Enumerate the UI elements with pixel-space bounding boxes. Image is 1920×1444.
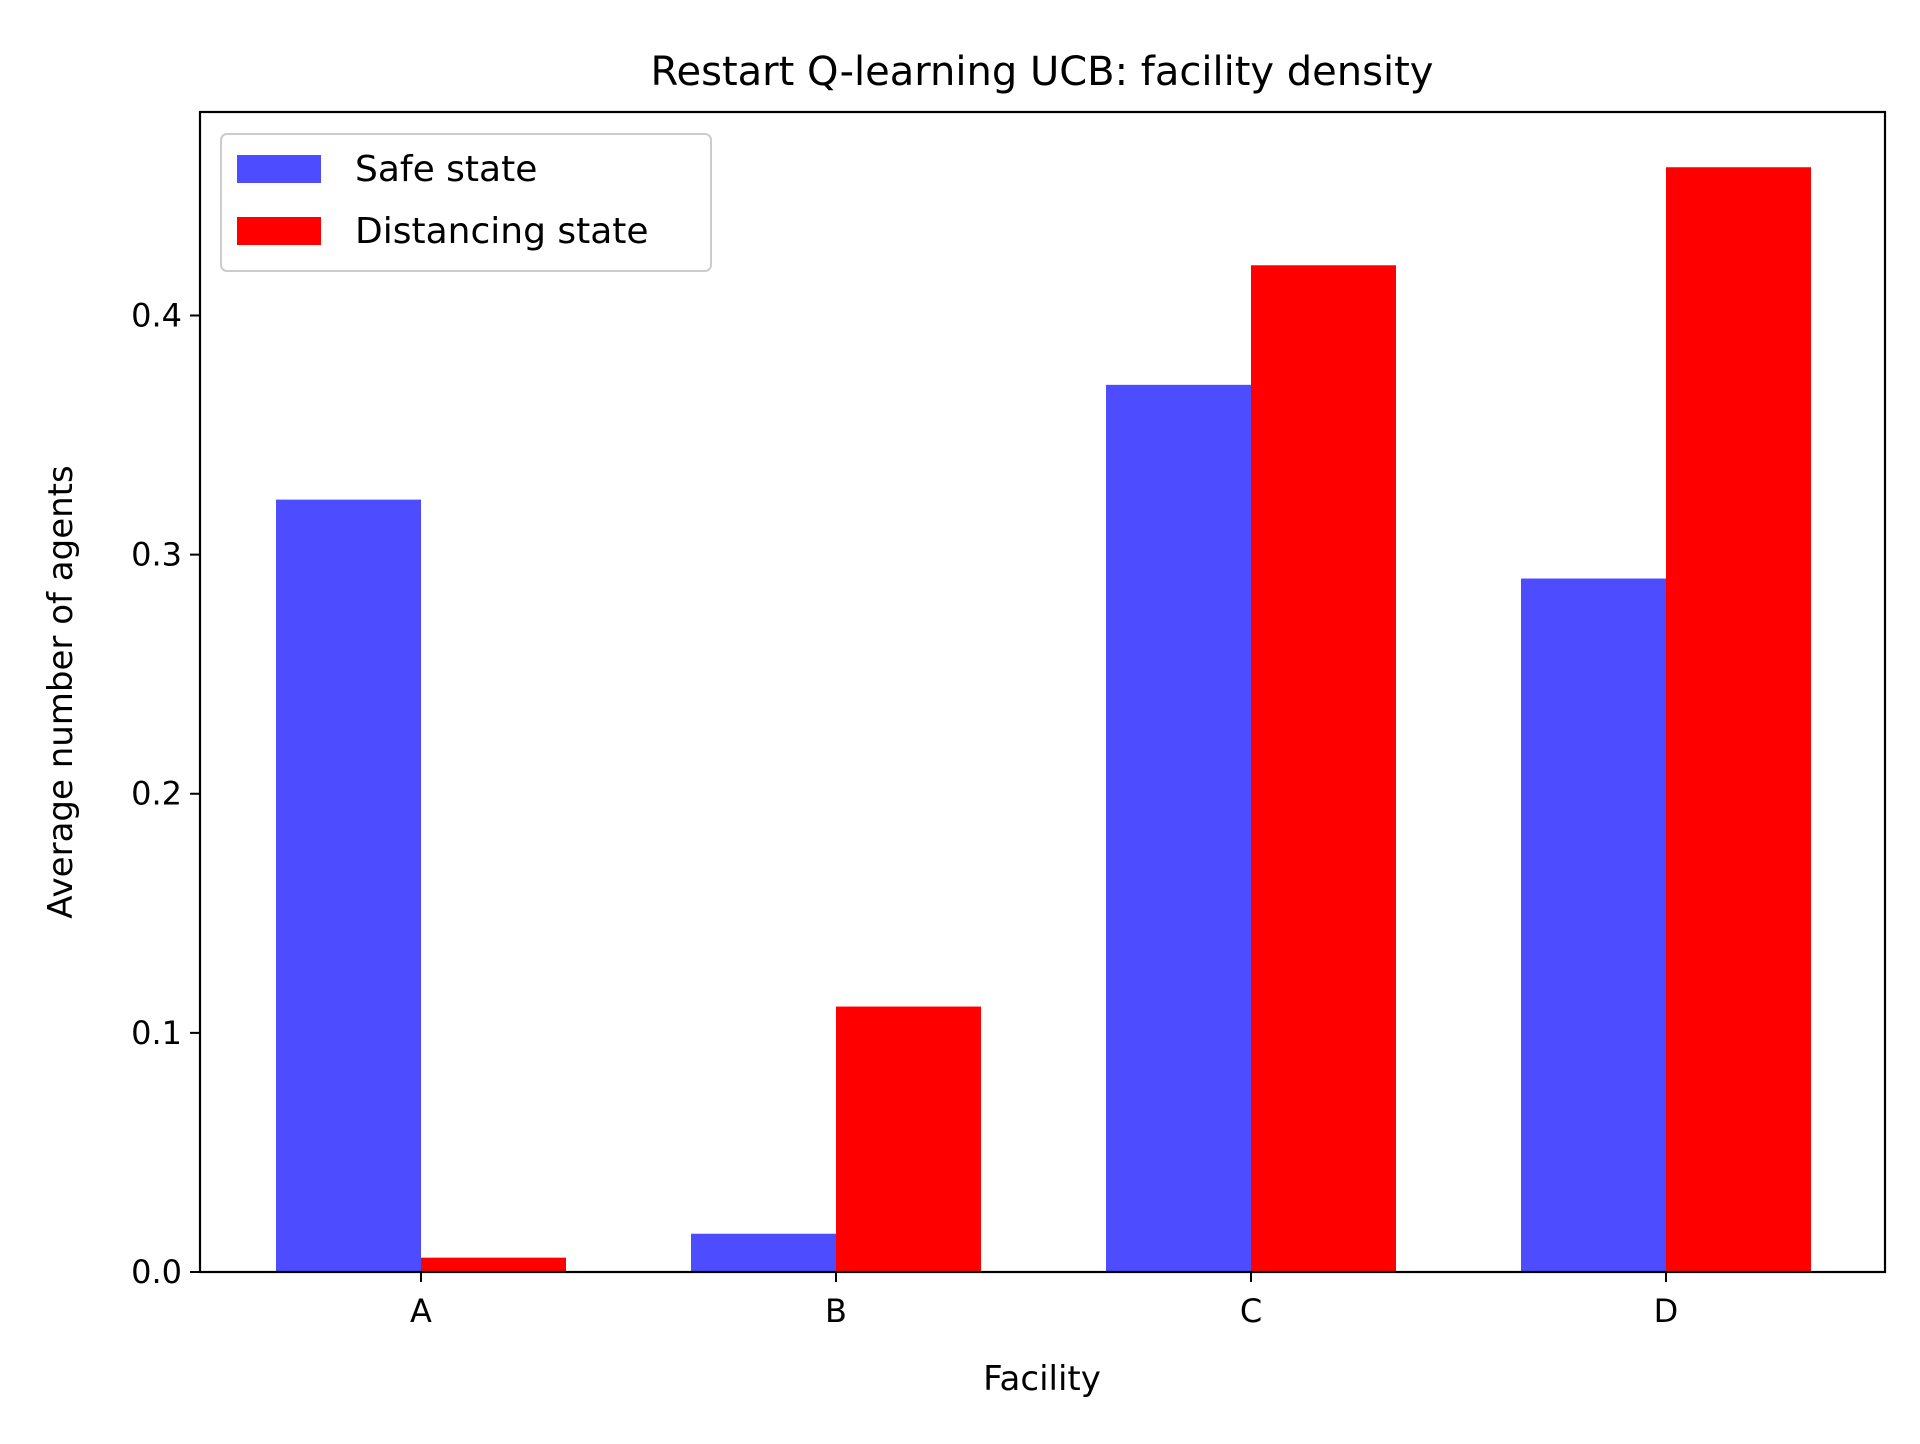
legend-label-safe-state: Safe state — [355, 149, 537, 190]
plot-frame — [198, 110, 1887, 1274]
x-tick-label-a: A — [410, 1292, 432, 1330]
chart-title: Restart Q-learning UCB: facility density — [651, 49, 1434, 95]
x-tick-label-c: C — [1240, 1292, 1262, 1330]
legend-label-distancing-state: Distancing state — [355, 211, 649, 252]
legend: Safe state Distancing state — [220, 133, 712, 272]
x-axis-label: Facility — [983, 1359, 1101, 1399]
x-axis-ticks: A B C D — [410, 1272, 1678, 1330]
legend-swatch-safe-state — [237, 155, 321, 183]
y-tick-label: 0.2 — [131, 775, 182, 813]
bar-safe-state-a — [276, 499, 421, 1272]
bar-safe-state-b — [691, 1233, 836, 1272]
bar-distancing-state-b — [836, 1006, 981, 1272]
y-tick-label: 0.1 — [131, 1014, 182, 1052]
bars-group — [276, 167, 1811, 1273]
y-tick-label: 0.0 — [131, 1253, 182, 1291]
y-tick-label: 0.4 — [131, 296, 182, 334]
y-axis-label: Average number of agents — [41, 465, 81, 918]
y-axis-ticks: 0.0 0.1 0.2 0.3 0.4 — [131, 296, 200, 1291]
bar-safe-state-d — [1521, 578, 1666, 1272]
bar-distancing-state-d — [1666, 167, 1811, 1273]
x-tick-label-d: D — [1654, 1292, 1679, 1330]
bar-distancing-state-a — [421, 1257, 566, 1272]
y-tick-label: 0.3 — [131, 536, 182, 574]
bar-safe-state-c — [1106, 384, 1251, 1272]
bar-distancing-state-c — [1251, 265, 1396, 1272]
x-tick-label-b: B — [825, 1292, 847, 1330]
legend-swatch-distancing-state — [237, 217, 321, 245]
legend-box — [220, 133, 712, 272]
